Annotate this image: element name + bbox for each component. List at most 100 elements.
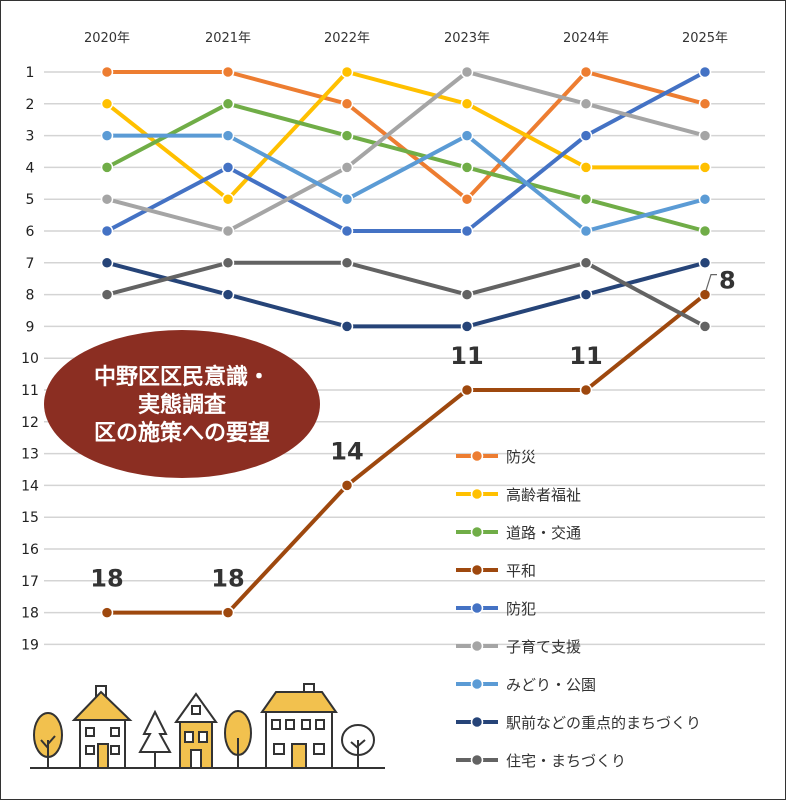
legend-swatch-marker	[470, 449, 484, 463]
legend-label: 駅前などの重点的まちづくり	[506, 714, 701, 732]
series-道路・交通	[100, 97, 712, 238]
legend-swatch-marker	[470, 525, 484, 539]
y-tick-label: 12	[21, 415, 39, 431]
data-labels: 18 18 14 11 11 8	[90, 267, 735, 593]
pine-tree-icon	[138, 709, 172, 768]
legend-label: みどり・公園	[506, 676, 596, 694]
series-line	[106, 260, 706, 329]
data-point	[698, 320, 712, 333]
data-point	[100, 65, 114, 79]
legend-label: 子育て支援	[506, 638, 581, 656]
title-line-1: 中野区区民意識・	[94, 364, 270, 390]
y-tick-label: 10	[21, 351, 39, 367]
data-point	[579, 97, 593, 111]
data-point	[460, 97, 474, 111]
title-line-3: 区の施策への要望	[94, 420, 270, 446]
data-point	[579, 288, 593, 301]
series-lines	[100, 65, 712, 619]
series-line	[107, 293, 707, 615]
data-point	[579, 192, 593, 206]
legend-item: 平和	[456, 562, 536, 580]
data-point	[221, 192, 235, 206]
legend-label: 住宅・まちづくり	[506, 752, 626, 770]
series-平和	[100, 288, 712, 619]
x-axis-ticks: 2020年 2021年 2022年 2023年 2024年 2025年	[84, 31, 728, 46]
title-badge: 中野区区民意識・ 実態調査 区の施策への要望	[44, 330, 320, 478]
x-tick-label: 2023年	[444, 31, 490, 46]
data-label: 11	[569, 342, 602, 370]
data-point	[579, 383, 593, 397]
y-tick-label: 6	[26, 224, 35, 240]
legend-item: 高齢者福祉	[456, 486, 581, 504]
data-point	[100, 192, 114, 206]
y-tick-label: 2	[26, 97, 35, 113]
series-line	[106, 260, 706, 329]
data-point	[579, 129, 593, 142]
y-tick-label: 7	[26, 256, 35, 272]
data-point	[460, 161, 474, 174]
legend-swatch-marker	[470, 753, 484, 767]
legend-swatch-marker	[470, 563, 484, 577]
data-point	[221, 224, 235, 238]
series-line	[106, 70, 706, 233]
data-point	[100, 161, 114, 174]
y-tick-label: 8	[26, 288, 35, 304]
data-point	[221, 288, 235, 301]
data-point	[340, 97, 354, 111]
data-point	[579, 65, 593, 79]
tree-icon	[224, 710, 252, 768]
data-point	[100, 224, 114, 238]
house-icon	[174, 692, 218, 769]
data-point	[460, 383, 474, 397]
data-point	[698, 192, 712, 206]
series-line	[106, 70, 706, 233]
data-label: 11	[450, 342, 483, 370]
series-防犯	[100, 65, 712, 238]
data-point	[460, 224, 474, 238]
legend-swatch-marker	[470, 601, 484, 615]
data-point	[221, 129, 235, 142]
series-子育て支援	[100, 65, 712, 238]
legend-label: 平和	[506, 562, 536, 580]
legend-label: 高齢者福祉	[506, 486, 581, 504]
data-point	[100, 256, 114, 270]
data-point	[698, 129, 712, 142]
data-point	[698, 288, 712, 301]
data-point	[340, 320, 354, 333]
title-line-2: 実態調査	[138, 392, 227, 418]
x-tick-label: 2024年	[563, 31, 609, 46]
legend-item: 防犯	[456, 600, 536, 618]
series-line	[107, 133, 706, 233]
x-tick-label: 2022年	[324, 31, 370, 46]
x-tick-label: 2021年	[205, 31, 251, 46]
data-point	[340, 256, 354, 270]
y-tick-label: 18	[21, 606, 39, 622]
data-point	[340, 192, 354, 206]
legend-item: 道路・交通	[456, 524, 581, 542]
y-tick-label: 9	[26, 319, 35, 335]
data-label: 14	[330, 437, 363, 465]
data-point	[221, 97, 235, 111]
data-point	[460, 129, 474, 142]
data-point	[460, 320, 474, 333]
y-tick-label: 15	[21, 510, 39, 526]
data-point	[698, 161, 712, 174]
legend-item: 子育て支援	[456, 638, 581, 656]
data-point	[221, 256, 235, 270]
data-label: 18	[90, 565, 123, 593]
data-point	[340, 224, 354, 238]
y-tick-label: 14	[21, 478, 39, 494]
data-point	[100, 606, 114, 619]
data-point	[579, 161, 593, 174]
data-label-leader	[705, 274, 717, 291]
y-tick-label: 13	[21, 447, 39, 463]
x-tick-label: 2020年	[84, 31, 130, 46]
data-label: 18	[211, 565, 244, 593]
legend-item: みどり・公園	[456, 676, 596, 694]
data-point	[340, 479, 354, 492]
series-高齢者福祉	[100, 65, 712, 206]
title-badge-background	[44, 330, 320, 478]
data-label: 8	[719, 267, 736, 295]
